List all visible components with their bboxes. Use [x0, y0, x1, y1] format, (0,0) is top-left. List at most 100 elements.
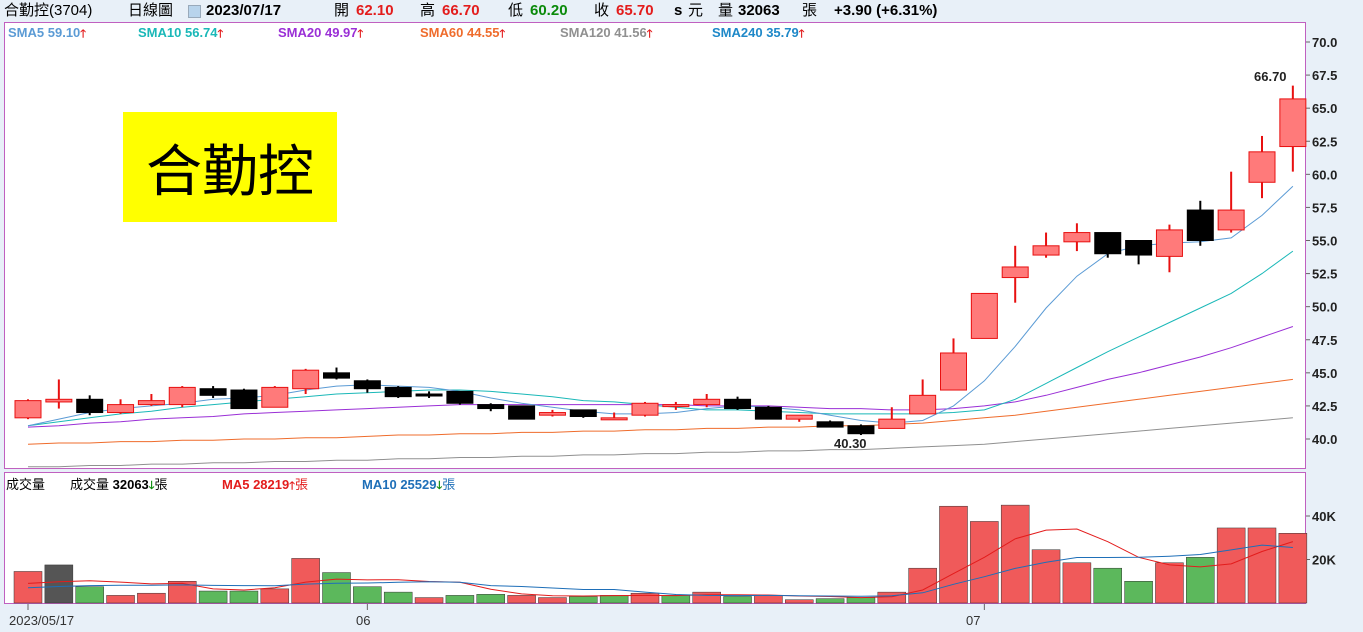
y-tick-label: 45.0: [1312, 366, 1337, 381]
volume-bar: [13, 571, 43, 604]
unit-s: s: [674, 2, 683, 19]
volume-bar: [322, 572, 351, 604]
volume-bar: [661, 595, 691, 604]
volume-bar: [846, 597, 876, 604]
candle-body: [1279, 98, 1307, 148]
up-arrow-icon: 🡑: [217, 28, 224, 40]
vol-y-tick-label: 20K: [1312, 553, 1336, 568]
quote-header: 合勤控(3704) 日線圖 2023/07/17 開 62.10 高 66.70…: [0, 0, 1363, 22]
candle-body: [816, 421, 844, 428]
candle-body: [1001, 266, 1029, 279]
y-tick-label: 50.0: [1312, 300, 1337, 315]
volume-bar: [939, 505, 968, 604]
down-arrow-icon: 🡓: [148, 480, 155, 492]
dropdown-icon[interactable]: [188, 5, 201, 18]
volume-bar: [692, 591, 721, 604]
candle-body: [261, 386, 289, 408]
change-value: +3.90 (+6.31%): [834, 2, 938, 19]
candle-body: [631, 402, 659, 416]
open-label: 開: [334, 2, 350, 19]
period-selector[interactable]: 日線圖: [128, 2, 174, 19]
quote-date: 2023/07/17: [206, 2, 282, 19]
candle-body: [1186, 209, 1214, 242]
open-value: 62.10: [356, 2, 394, 19]
candle-body: [600, 417, 628, 421]
close-value: 65.70: [616, 2, 654, 19]
legend-volume: 成交量 32063🡓張: [70, 477, 168, 492]
volume-bar: [754, 595, 783, 604]
candle-body: [940, 352, 967, 391]
volume-bar: [1000, 504, 1030, 604]
volume-bar: [1062, 562, 1092, 604]
vol-ma10-line: [27, 544, 1293, 597]
volume-bar: [75, 586, 104, 604]
volume-bar: [785, 599, 814, 604]
y-tick-label: 40.0: [1312, 432, 1337, 447]
candle-body: [847, 425, 875, 435]
volume-bar: [1124, 581, 1153, 604]
y-tick-label: 60.0: [1312, 167, 1337, 182]
candle-body: [1032, 245, 1060, 256]
candle-body: [909, 394, 937, 415]
candle-body: [446, 390, 474, 404]
volume-value: 32063: [738, 2, 780, 19]
volume-bar: [538, 597, 567, 604]
candle-body: [76, 398, 104, 414]
candle-body: [693, 398, 721, 406]
candle-body: [724, 398, 752, 410]
legend-ma5: MA5 28219🡑張: [222, 477, 308, 492]
volume-bar: [630, 592, 660, 604]
legend-sma20: SMA20 49.97🡑: [278, 25, 364, 40]
volume-bar: [198, 590, 228, 604]
volume-bar: [599, 595, 629, 604]
candle-body: [477, 404, 505, 410]
candle-body: [1094, 232, 1122, 255]
volume-bar: [383, 591, 413, 604]
stock-title-box: 合勤控: [123, 112, 337, 222]
volume-bar: [1216, 527, 1246, 604]
candle-body: [662, 404, 690, 408]
up-arrow-icon: 🡑: [80, 28, 87, 40]
y-tick-label: 55.0: [1312, 234, 1337, 249]
candle-body: [1063, 232, 1091, 243]
up-arrow-icon: 🡑: [357, 28, 364, 40]
y-tick-label: 47.5: [1312, 333, 1337, 348]
sma120-line: [28, 417, 1293, 468]
y-tick-label: 57.5: [1312, 200, 1337, 215]
currency-label: 元: [688, 2, 704, 19]
legend-ma10: MA10 25529🡓張: [362, 477, 456, 492]
stock-name: 合勤控(3704): [4, 2, 93, 19]
y-tick-label: 65.0: [1312, 101, 1337, 116]
volume-bar: [106, 595, 135, 604]
candle-body: [508, 405, 536, 420]
volume-bar: [1278, 533, 1308, 604]
up-arrow-icon: 🡑: [289, 480, 295, 492]
legend-sma60: SMA60 44.55🡑: [420, 25, 506, 40]
candle-body: [137, 400, 165, 406]
candle-body: [168, 386, 196, 406]
volume-bar: [1155, 562, 1184, 604]
candle-body: [14, 400, 42, 419]
volume-title: 成交量: [6, 477, 46, 492]
volume-bar: [1031, 549, 1061, 604]
candle-body: [569, 409, 597, 418]
vol-y-tick-label: 40K: [1312, 509, 1336, 524]
down-arrow-icon: 🡓: [436, 480, 443, 492]
volume-bar: [445, 595, 475, 604]
candle-body: [538, 412, 566, 416]
volume-bar: [353, 586, 382, 604]
volume-bar: [1247, 527, 1277, 604]
high-value: 66.70: [442, 2, 480, 19]
candle-body: [754, 406, 782, 420]
candle-body: [353, 380, 381, 390]
volume-bar: [137, 592, 166, 604]
volume-bar: [414, 597, 444, 604]
candle-body: [1125, 240, 1153, 256]
volume-bar: [569, 596, 598, 604]
candle-body: [323, 372, 350, 379]
vol-ma5-line: [27, 528, 1294, 599]
candle-body: [1248, 151, 1276, 183]
high-label: 高: [420, 2, 436, 19]
volume-label: 量: [718, 2, 734, 19]
